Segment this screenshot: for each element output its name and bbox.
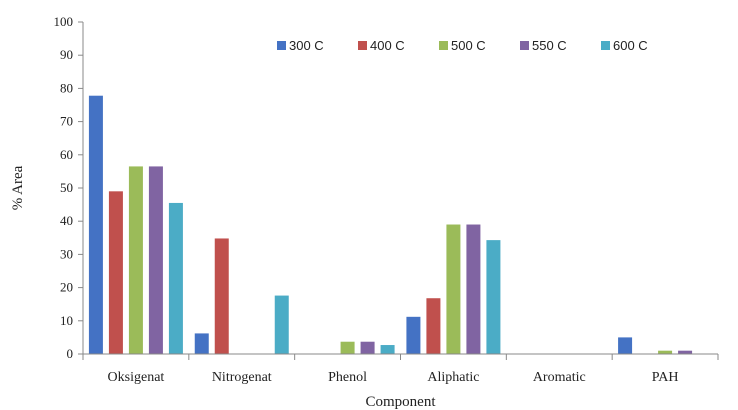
bar — [380, 345, 395, 354]
bar — [148, 166, 163, 354]
x-axis-label: Component — [366, 394, 437, 410]
legend-swatch — [520, 41, 529, 50]
legend-label: 400 C — [370, 38, 405, 53]
y-tick-label: 30 — [60, 246, 73, 261]
y-tick-label: 90 — [60, 47, 73, 62]
y-tick-label: 40 — [60, 213, 73, 228]
y-tick-label: 60 — [60, 147, 73, 162]
bars — [88, 95, 693, 354]
y-tick-label: 10 — [60, 313, 73, 328]
x-category-label: Phenol — [328, 370, 367, 385]
x-category-label: PAH — [652, 370, 679, 385]
y-tick-label: 50 — [60, 180, 73, 195]
bar — [426, 298, 441, 354]
bar — [340, 341, 355, 354]
bar — [678, 350, 693, 354]
bar — [194, 333, 209, 354]
bar — [618, 337, 633, 354]
y-tick-label: 100 — [54, 14, 74, 29]
x-axis-categories: Oksigenat Nitrogenat Phenol Aliphatic Aromat… — [82, 354, 719, 385]
y-tick-label: 80 — [60, 80, 73, 95]
bar — [274, 295, 289, 354]
bar — [108, 191, 123, 354]
legend: 300 C 400 C 500 C 550 C 600 C — [277, 38, 648, 53]
legend-swatch — [358, 41, 367, 50]
bar — [88, 95, 103, 354]
bar — [214, 238, 229, 354]
bar — [446, 224, 461, 354]
bar — [486, 240, 501, 354]
legend-swatch — [277, 41, 286, 50]
x-category-label: Nitrogenat — [212, 370, 272, 385]
y-tick-label: 20 — [60, 280, 73, 295]
bar — [406, 316, 421, 354]
y-tick-label: 0 — [67, 346, 74, 361]
legend-label: 300 C — [289, 38, 324, 53]
legend-swatch — [601, 41, 610, 50]
legend-swatch — [439, 41, 448, 50]
bar — [128, 166, 143, 354]
x-category-label: Oksigenat — [108, 370, 165, 385]
bar — [658, 350, 673, 354]
x-category-label: Aromatic — [533, 370, 586, 385]
legend-label: 550 C — [532, 38, 567, 53]
legend-label: 600 C — [613, 38, 648, 53]
bar — [168, 202, 183, 354]
bar — [466, 224, 481, 354]
y-tick-label: 70 — [60, 114, 73, 129]
bar — [360, 341, 375, 354]
y-axis-label: % Area — [10, 165, 26, 210]
x-category-label: Aliphatic — [427, 370, 479, 385]
y-axis-ticks: 0 10 20 30 40 50 60 70 80 90 100 — [54, 14, 83, 361]
legend-label: 500 C — [451, 38, 486, 53]
